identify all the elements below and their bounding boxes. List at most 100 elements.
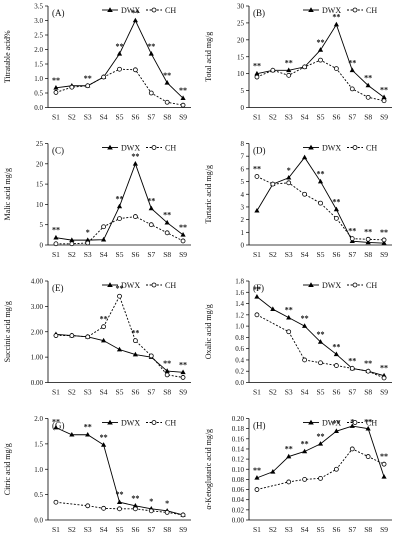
data-point-dwx [333, 21, 339, 27]
y-tick-label: 1.00 [31, 354, 44, 362]
x-tick-label: S4 [301, 388, 309, 397]
legend-marker-dwx [308, 419, 314, 425]
x-tick-label: S2 [269, 388, 277, 397]
data-point-dwx [132, 502, 138, 508]
legend-label-dwx: DWX [322, 419, 341, 428]
significance-mark: ** [285, 445, 293, 454]
panel-label: (E) [52, 283, 64, 293]
data-point-ch [132, 338, 138, 344]
x-tick-label: S6 [131, 525, 139, 534]
data-point-dwx [333, 206, 339, 212]
y-tick-label: 2.0 [34, 46, 43, 54]
data-point-dwx [85, 431, 91, 437]
data-point-ch [69, 84, 75, 90]
significance-mark: ** [100, 433, 108, 442]
x-tick-label: S2 [269, 113, 277, 122]
significance-mark: ** [179, 223, 187, 232]
data-point-dwx [164, 368, 170, 373]
y-tick-label: 3.5 [34, 3, 43, 11]
data-point-ch [69, 333, 75, 338]
x-tick-label: S7 [147, 113, 155, 122]
y-tick-label: 0.00 [232, 517, 245, 525]
panel-label: (A) [52, 8, 65, 18]
x-tick-label: S6 [332, 525, 340, 534]
y-tick-label: 3.00 [31, 303, 44, 311]
y-axis-title: Total acid mg/g [204, 32, 213, 82]
data-point-ch [254, 312, 260, 318]
y-tick-label: 0 [241, 104, 245, 112]
data-point-ch [85, 503, 91, 509]
data-point-ch [164, 372, 170, 378]
panel-e: 0.00 1.00 2.00 3.00 4.00 S1 S2 S3 S4 S5 S6 S7 S8 S9 Su… [3, 278, 191, 397]
x-tick-label: S6 [332, 388, 340, 397]
data-point-ch [117, 216, 122, 222]
y-tick-label: 4.00 [31, 278, 44, 286]
y-tick-label: 25 [237, 19, 245, 27]
data-point-dwx [254, 207, 260, 213]
data-point-ch [132, 67, 138, 73]
data-point-ch [349, 446, 355, 452]
data-point-dwx [286, 314, 292, 320]
data-point-dwx [317, 178, 324, 184]
x-tick-label: S2 [269, 525, 277, 534]
data-point-dwx [333, 428, 339, 433]
significance-mark: ** [317, 432, 325, 441]
significance-mark: ** [285, 58, 293, 67]
significance-mark: ** [301, 439, 309, 448]
x-tick-label: S9 [179, 525, 187, 534]
significance-mark: * [149, 497, 153, 506]
data-point-dwx [69, 431, 75, 437]
y-axis-title: Succinic acid mg/g [3, 301, 12, 362]
significance-mark: ** [52, 418, 60, 427]
legend-marker-dwx [308, 144, 314, 150]
data-point-dwx [302, 448, 308, 454]
y-tick-label: 2.00 [31, 328, 44, 336]
x-tick-label: S6 [332, 250, 340, 259]
x-tick-label: S3 [285, 250, 293, 259]
y-tick-label: 0.5 [34, 90, 43, 98]
panel-label: (C) [52, 146, 64, 156]
data-point-dwx [365, 82, 371, 88]
x-tick-label: S5 [116, 525, 124, 534]
series-line-ch [55, 295, 184, 378]
x-tick-label: S4 [301, 525, 309, 534]
data-point-ch [148, 90, 154, 96]
data-point-ch [286, 180, 292, 186]
y-tick-label: 0.20 [232, 415, 245, 423]
y-tick-label: 1.5 [34, 61, 43, 69]
legend-label-dwx: DWX [121, 281, 140, 290]
data-point-dwx [53, 234, 59, 240]
significance-mark: ** [253, 164, 261, 173]
x-tick-label: S1 [52, 525, 60, 534]
data-point-ch [148, 222, 154, 228]
data-point-dwx [116, 346, 123, 352]
significance-mark: ** [131, 329, 139, 338]
x-tick-label: S5 [317, 250, 325, 259]
x-tick-label: S3 [285, 525, 293, 534]
data-point-ch [117, 293, 122, 299]
y-tick-label: 20 [237, 36, 245, 44]
legend-label-ch: CH [366, 6, 377, 15]
data-point-dwx [286, 67, 292, 73]
significance-mark: ** [301, 314, 309, 323]
y-axis-title: Malic acid mg/g [3, 168, 12, 220]
significance-mark: ** [332, 419, 340, 428]
data-point-ch [69, 241, 75, 247]
y-tick-label: 0.18 [232, 425, 245, 433]
x-tick-label: S4 [100, 113, 108, 122]
significance-mark: ** [253, 466, 261, 475]
significance-mark: * [350, 418, 354, 427]
x-tick-label: S5 [317, 113, 325, 122]
x-tick-label: S9 [380, 250, 388, 259]
data-point-dwx [180, 95, 186, 101]
y-tick-label: 10 [237, 70, 245, 78]
data-point-ch [302, 64, 308, 70]
x-tick-label: S7 [147, 388, 155, 397]
data-point-ch [164, 230, 170, 236]
x-tick-label: S4 [100, 250, 108, 259]
x-tick-label: S8 [163, 388, 171, 397]
legend-marker-ch [352, 7, 358, 13]
data-point-ch [53, 241, 59, 247]
data-point-ch [132, 214, 138, 219]
data-point-dwx [101, 442, 107, 447]
